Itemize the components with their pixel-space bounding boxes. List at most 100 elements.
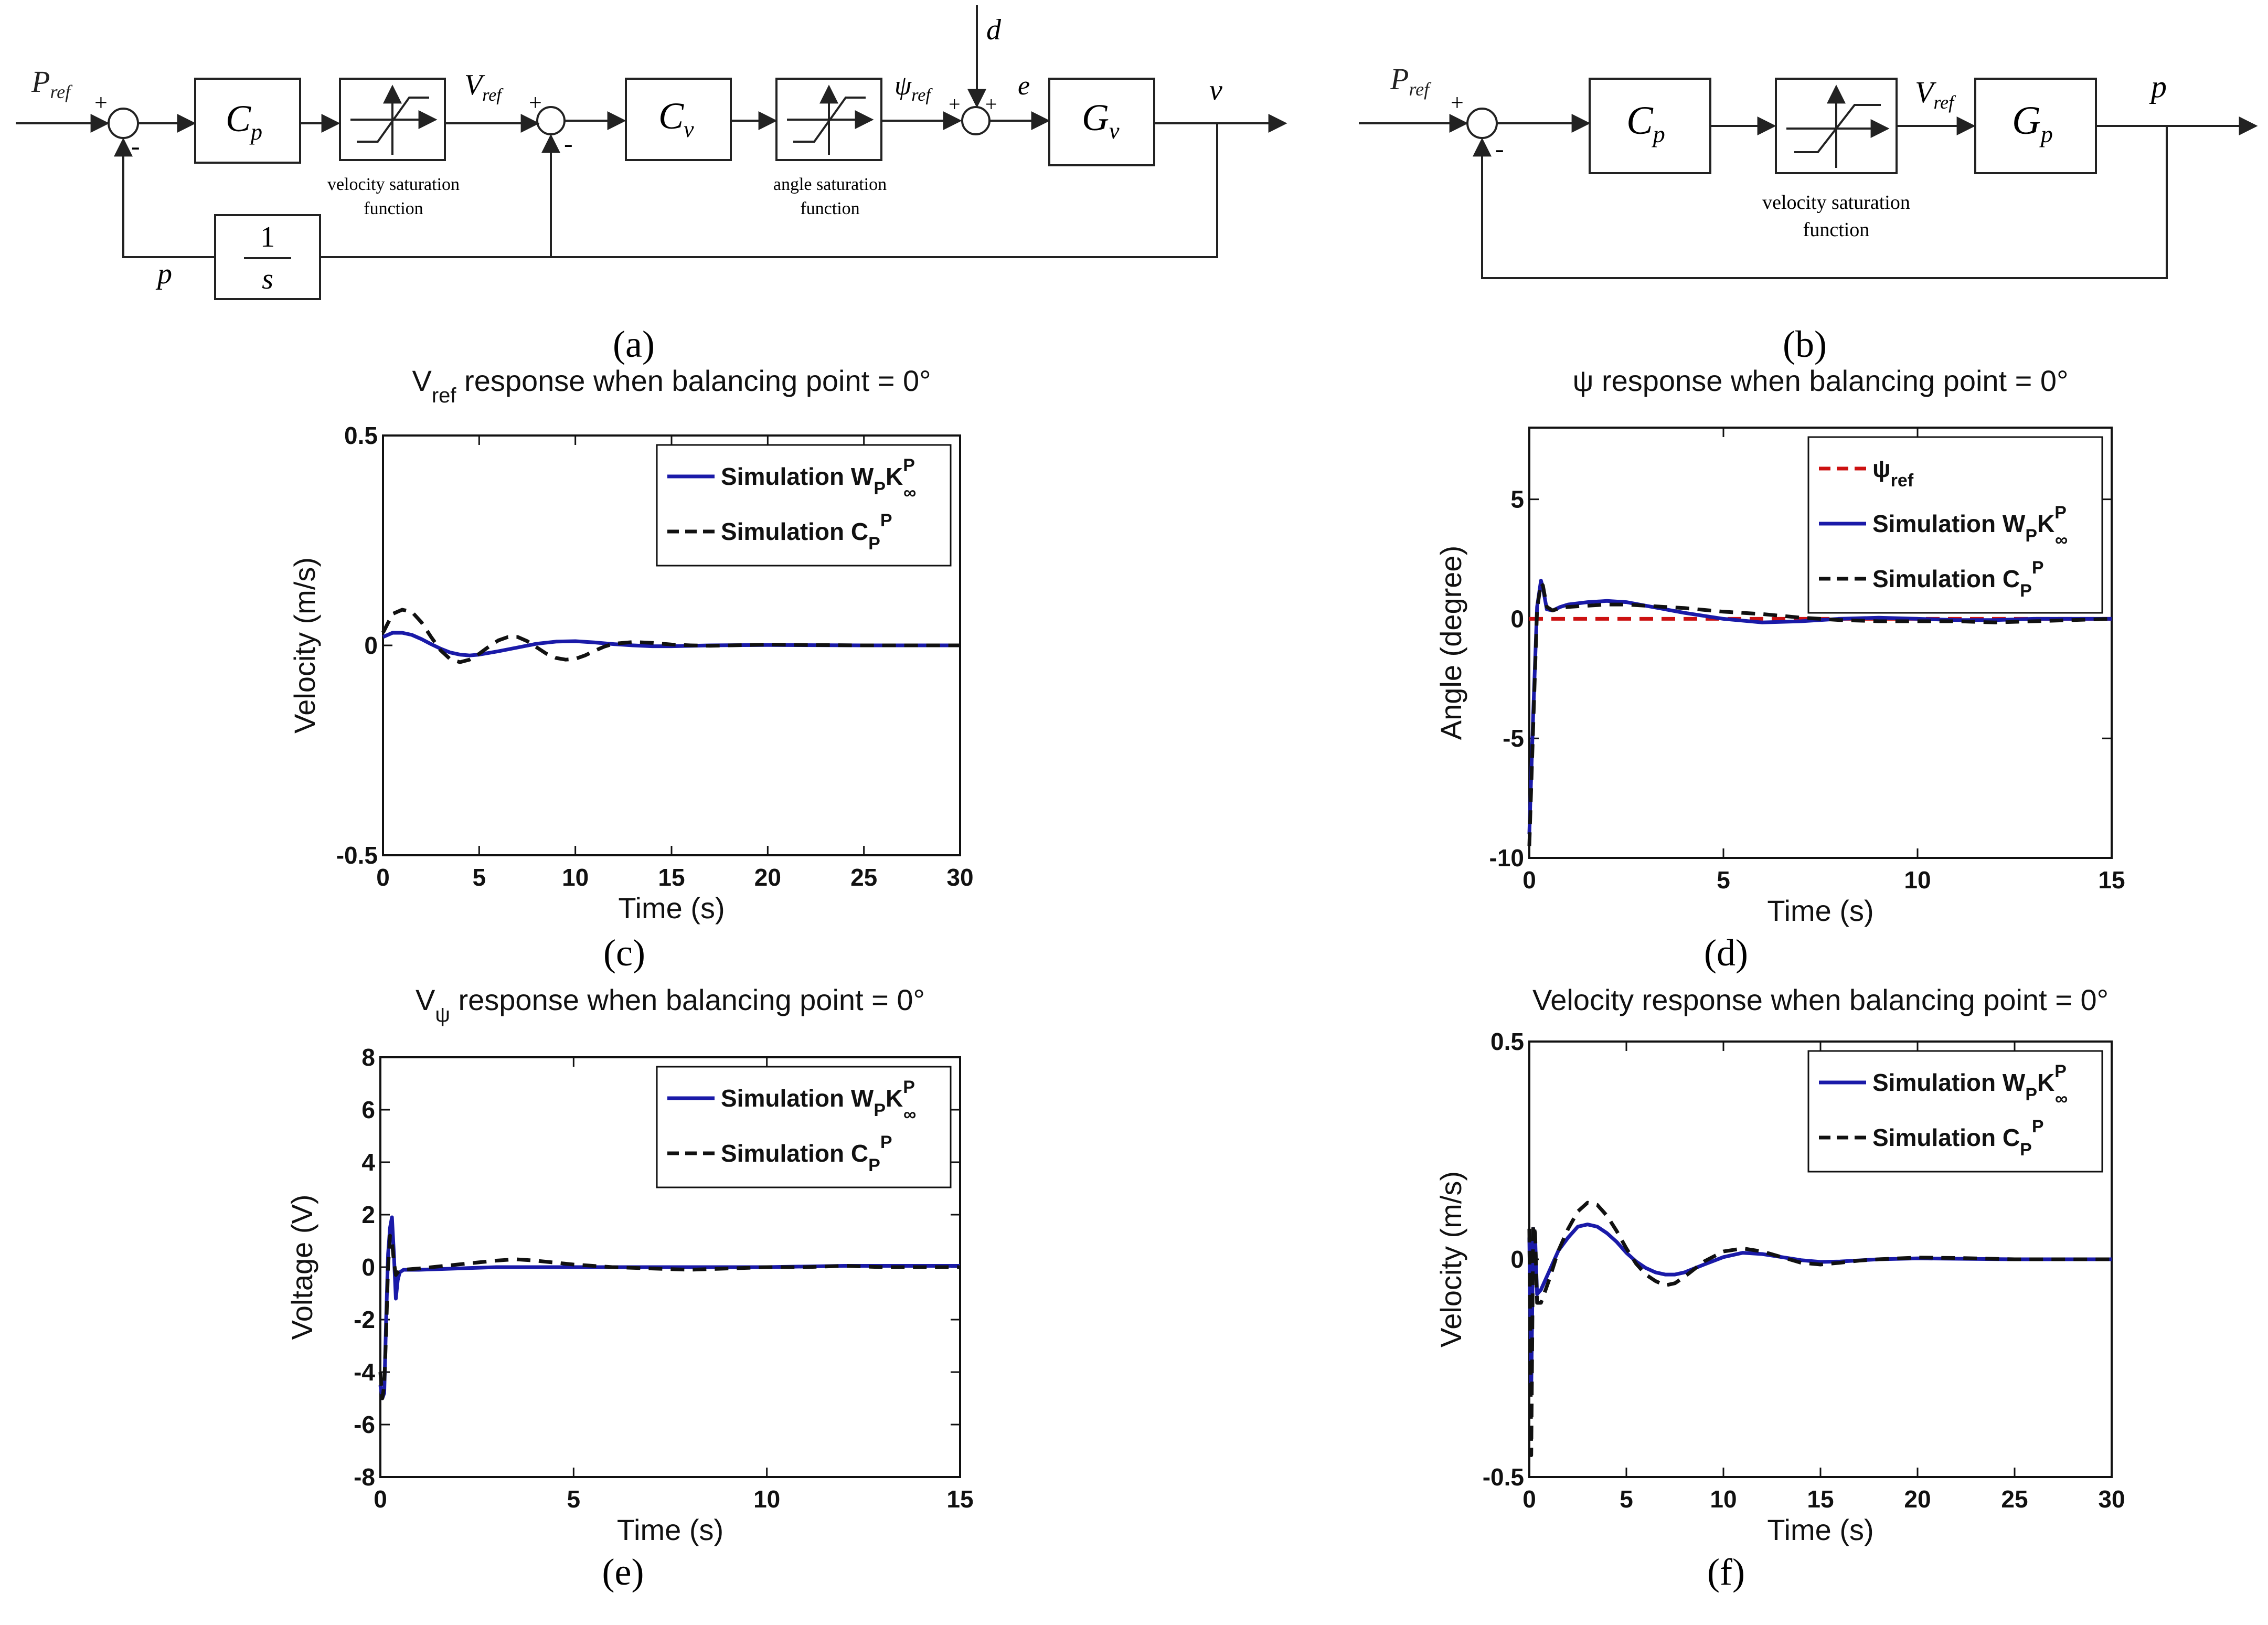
x-tick-label: 30 <box>2098 1485 2125 1513</box>
legend-sup: P <box>880 1132 892 1152</box>
a-vref-label: Vref <box>464 69 504 105</box>
block-diagram-b: Pref + - Cp velocity saturation function… <box>1359 62 2258 365</box>
series-line <box>1527 1201 2112 1457</box>
legend-text: Simulation W <box>1872 1069 2026 1096</box>
legend-mid: K <box>2037 510 2054 537</box>
x-tick-label: 15 <box>2098 866 2125 894</box>
x-tick-label: 5 <box>567 1485 581 1513</box>
legend-entry: Simulation CPP <box>721 511 892 554</box>
a-saturation-2-icon <box>787 84 874 155</box>
legend-sub: P <box>874 1100 886 1120</box>
x-tick-label: 10 <box>1710 1485 1737 1513</box>
chart-title-rest: response when balancing point = 0° <box>456 364 931 397</box>
a-feedback-wire-outer <box>320 123 1218 258</box>
panel-label-b: (b) <box>1783 323 1827 365</box>
chart-title-rest: response when balancing point = 0° <box>450 983 925 1016</box>
legend-text: Simulation W <box>721 463 874 490</box>
y-tick-label: -5 <box>1503 725 1524 752</box>
x-tick-label: 5 <box>1717 866 1730 894</box>
legend-sub2: ∞ <box>2055 1089 2068 1109</box>
block-diagram-a: Pref + - Cp velocity saturation function… <box>16 5 1287 365</box>
a-angle-saturation-block <box>775 78 882 161</box>
y-tick-label: 0 <box>361 1254 375 1281</box>
a-error-label: e <box>1018 71 1030 101</box>
series-line <box>1527 1223 2112 1392</box>
legend-sub2: ∞ <box>2055 530 2068 550</box>
chart-title-main: V <box>416 983 435 1016</box>
a-psiref-label: ψref <box>895 71 933 105</box>
legend-entry: Simulation WPKP ∞ <box>1872 503 2068 550</box>
panel-label: (f) <box>1707 1551 1745 1593</box>
chart-velocity-response: Velocity response when balancing point =… <box>1434 983 2125 1593</box>
b-input-label: Pref <box>1390 62 1432 100</box>
panel-label: (e) <box>602 1551 644 1593</box>
chart-vpsi-response: Vψ response when balancing point = 0° 0 5 1… <box>285 983 974 1593</box>
y-axis-label: Velocity (m/s) <box>1434 1171 1467 1347</box>
b-sum-plus: + <box>1451 90 1464 115</box>
x-tick-label: 25 <box>2001 1485 2028 1513</box>
legend-sup: P <box>903 1077 915 1097</box>
chart-vref-response: Vref response when balancing point = 0° 0… <box>288 364 974 974</box>
chart-title-rest: response when balancing point = 0° <box>1634 983 2109 1016</box>
y-axis-label: Voltage (V) <box>285 1194 318 1340</box>
x-axis-label: Time (s) <box>1767 894 1873 927</box>
a-summing-junction-2 <box>536 106 566 135</box>
x-axis-label: Time (s) <box>617 1513 723 1546</box>
legend-sub: P <box>868 1155 880 1175</box>
a-summing-junction-3 <box>961 106 991 135</box>
legend-text: ψ <box>1872 455 1891 482</box>
series-line <box>381 608 960 664</box>
legend-mid: K <box>2037 1069 2054 1096</box>
y-tick-label: 0 <box>1510 605 1524 632</box>
legend-sub: P <box>2020 581 2032 601</box>
a-sat2-caption-1: angle saturation <box>773 175 887 194</box>
panel-label-a: (a) <box>613 323 655 365</box>
legend-sub2: ∞ <box>903 483 916 503</box>
a-sat1-caption-2: function <box>364 199 423 218</box>
legend-text: Simulation C <box>1872 565 2020 592</box>
b-block-cp-label: Cp <box>1626 99 1665 147</box>
legend-sub: P <box>2020 1140 2032 1160</box>
y-tick-label: 0 <box>364 632 378 659</box>
legend-text: Simulation C <box>1872 1124 2020 1151</box>
a-sum3-plus-left: + <box>949 92 961 116</box>
a-block-gv <box>1048 78 1155 166</box>
x-tick-label: 10 <box>1904 866 1931 894</box>
legend-entry: Simulation CPP <box>1872 1117 2044 1160</box>
x-tick-label: 0 <box>376 864 390 891</box>
x-tick-label: 0 <box>1522 866 1536 894</box>
a-block-cv-label: Cv <box>658 95 694 142</box>
b-saturation-icon <box>1786 84 1890 168</box>
legend-entry: Simulation CPP <box>1872 558 2044 601</box>
panel-label: (d) <box>1704 932 1748 974</box>
legend-mid: K <box>886 463 903 490</box>
series-line <box>1527 581 2112 846</box>
a-sat1-caption-1: velocity saturation <box>327 175 460 194</box>
legend-entry: Simulation WPKP ∞ <box>721 1077 916 1124</box>
x-tick-label: 15 <box>658 864 685 891</box>
x-axis-label: Time (s) <box>1767 1513 1873 1546</box>
y-tick-label: 4 <box>361 1149 375 1176</box>
x-tick-label: 0 <box>374 1485 387 1513</box>
legend-sub: P <box>868 534 880 554</box>
chart-title-sub: ψ <box>435 1003 450 1026</box>
y-tick-label: 0 <box>1510 1246 1524 1273</box>
legend-sup: P <box>2054 503 2067 523</box>
y-tick-label: 8 <box>361 1044 375 1071</box>
legend-text: Simulation W <box>1872 510 2026 537</box>
a-sum1-plus: + <box>94 90 108 115</box>
a-sat2-caption-2: function <box>800 199 859 218</box>
y-tick-label: -4 <box>354 1358 375 1386</box>
series-line <box>378 1234 960 1400</box>
y-tick-label: 2 <box>361 1201 375 1228</box>
legend-sup: P <box>903 455 915 475</box>
y-tick-label: -2 <box>354 1306 375 1333</box>
a-input-label: Pref <box>31 65 73 102</box>
legend-sub: ref <box>1891 471 1914 491</box>
y-axis-label: Angle (degree) <box>1434 546 1467 740</box>
a-feedback-label: p <box>155 258 172 290</box>
chart-title: Velocity response when balancing point =… <box>1532 983 2109 1016</box>
b-sat-caption-1: velocity saturation <box>1762 192 1910 214</box>
x-tick-label: 20 <box>754 864 781 891</box>
legend-sub2: ∞ <box>903 1104 916 1124</box>
